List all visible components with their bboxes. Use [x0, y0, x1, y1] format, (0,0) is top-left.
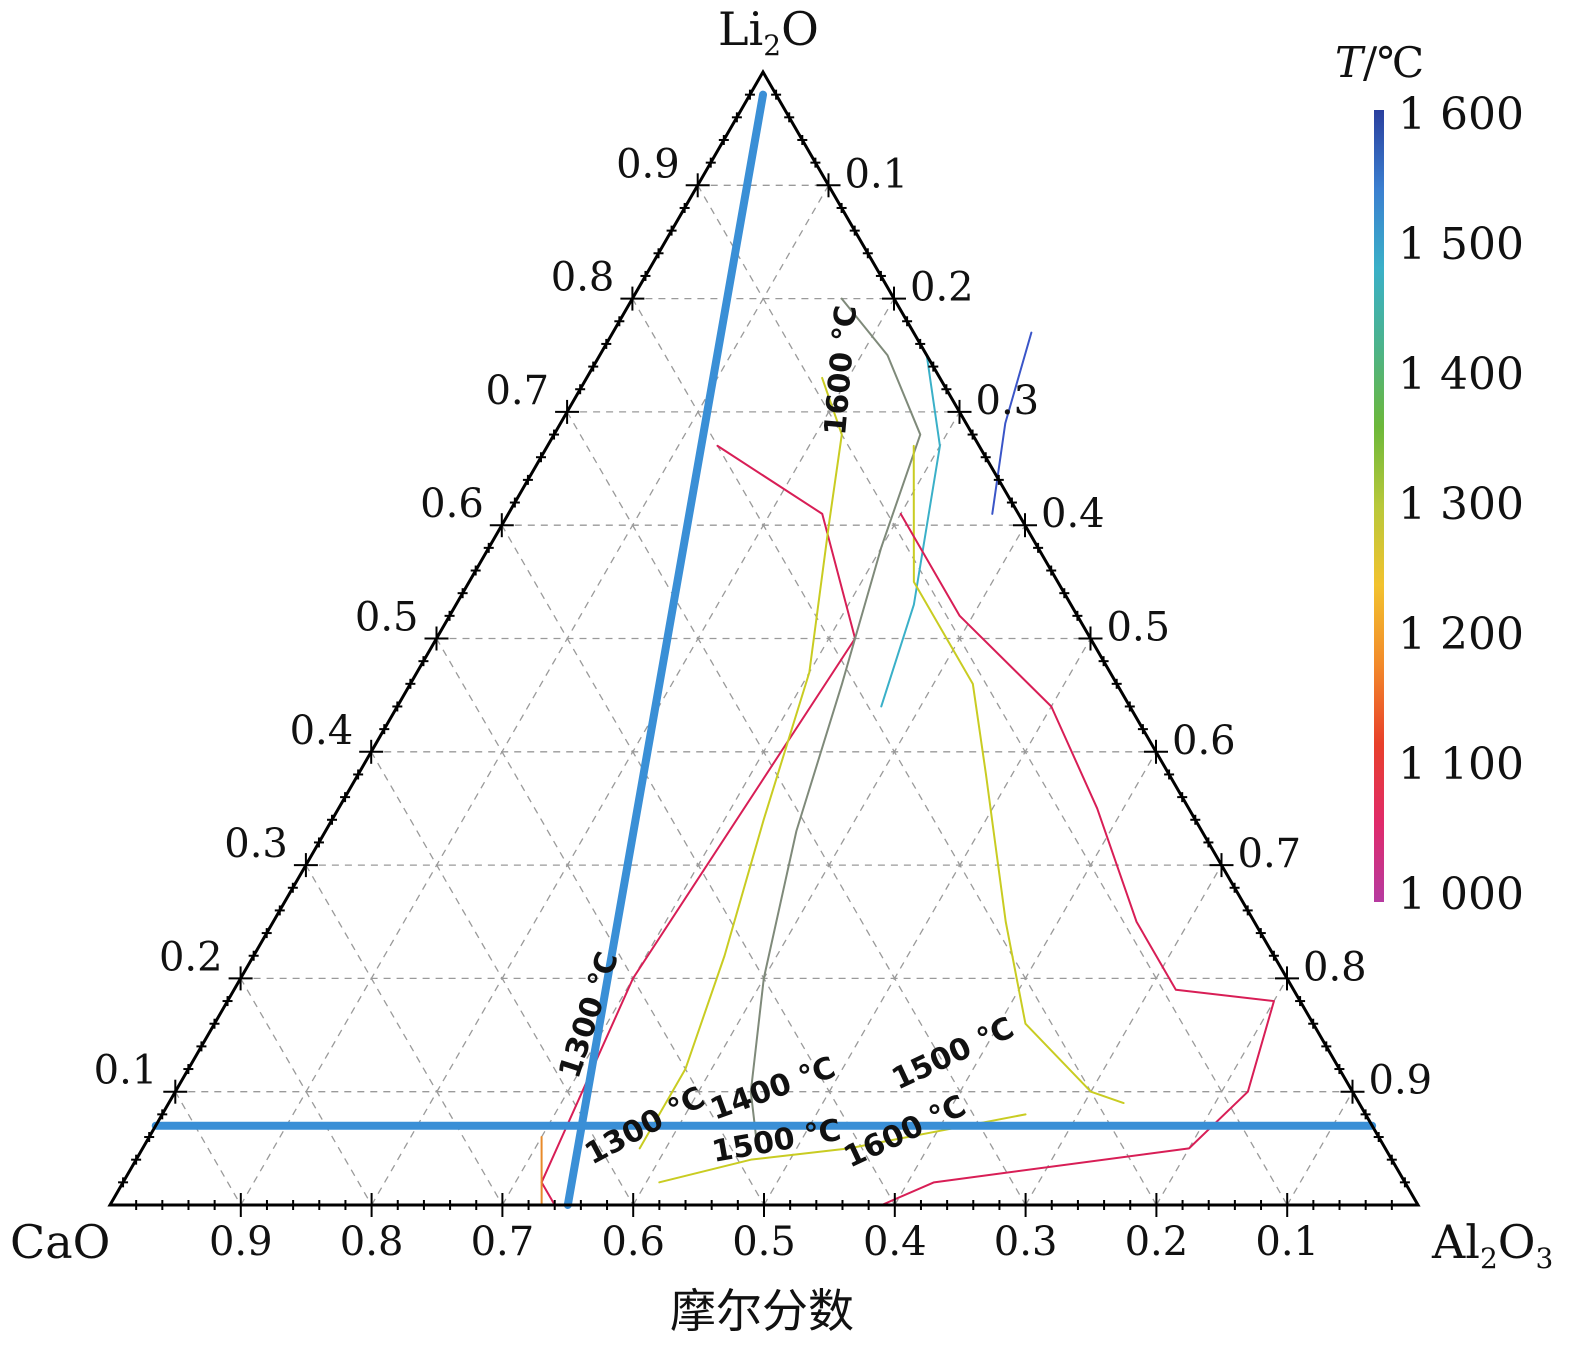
contour-line-1600 — [991, 331, 1033, 515]
overlay-lines — [151, 90, 1377, 1209]
left-tick-label: 0.5 — [355, 595, 419, 641]
left-tick-label: 0.9 — [616, 141, 680, 187]
right-tick-label: 0.8 — [1303, 944, 1367, 990]
grid-line — [435, 638, 765, 1206]
contour-label-4: 1500 ℃ — [887, 1010, 1020, 1097]
contour-label-6: 1300 ℃ — [552, 948, 626, 1083]
left-tick-label: 0.3 — [224, 821, 288, 867]
bottom-tick-label: 0.5 — [732, 1219, 796, 1265]
colorbar-title: T/℃ — [1335, 38, 1424, 87]
contour-label-5: 1600 ℃ — [839, 1088, 972, 1175]
tick-labels: 0.1 0.2 0.3 0.4 0.5 0.6 0.7 0.8 0.9 0.1 0.2 0.3 0.4 0… — [94, 141, 1432, 1265]
bottom-tick-label: 0.8 — [340, 1219, 404, 1265]
colorbar — [1374, 110, 1384, 902]
left-tick-label: 0.8 — [551, 255, 615, 301]
grid-line — [174, 1091, 242, 1206]
right-tick-label: 0.6 — [1172, 718, 1236, 764]
contour-line-1300 — [638, 376, 843, 1150]
bottom-tick-label: 0.7 — [471, 1219, 535, 1265]
left-tick-label: 0.2 — [159, 934, 223, 980]
axis-title: 摩尔分数 — [670, 1284, 854, 1338]
right-tick-label: 0.2 — [910, 265, 974, 311]
colorbar-tick-label: 1 200 — [1398, 609, 1524, 660]
bottom-tick-label: 0.3 — [994, 1219, 1058, 1265]
grid-line — [305, 864, 503, 1206]
colorbar-tick-label: 1 500 — [1398, 219, 1524, 270]
grid-line — [240, 184, 830, 1206]
grid-lines — [174, 184, 1354, 1206]
contour-labels: 1300 ℃ 1400 ℃ 1500 ℃ 1500 ℃ 1600 ℃ 1300 … — [552, 304, 1019, 1175]
vertex-top-label: Li2O — [718, 2, 819, 62]
bottom-tick-label: 0.9 — [209, 1219, 273, 1265]
grid-line — [1025, 864, 1223, 1206]
right-tick-label: 0.3 — [976, 378, 1040, 424]
contour-line-1100 — [540, 444, 857, 1206]
right-tick-label: 0.7 — [1238, 831, 1302, 877]
grid-line — [894, 751, 1157, 1206]
contour-label-7: 1600 ℃ — [818, 304, 864, 437]
right-tick-label: 0.9 — [1369, 1058, 1433, 1104]
vertex-left-label: CaO — [10, 1215, 110, 1269]
bottom-tick-label: 0.4 — [863, 1219, 927, 1265]
left-tick-label: 0.1 — [94, 1048, 158, 1094]
right-tick-label: 0.4 — [1041, 491, 1105, 537]
contour-line-1100 — [880, 512, 1275, 1206]
bottom-tick-label: 0.6 — [601, 1219, 665, 1265]
left-tick-label: 0.6 — [420, 481, 484, 527]
colorbar-tick-label: 1 100 — [1398, 739, 1524, 790]
right-tick-label: 0.1 — [845, 151, 909, 197]
grid-line — [240, 978, 373, 1206]
grid-line — [501, 411, 961, 1206]
grid-line — [763, 638, 1092, 1206]
grid-line — [566, 411, 1027, 1206]
colorbar-tick-label: 1 600 — [1398, 89, 1524, 140]
temperature-contours — [540, 297, 1275, 1206]
contour-line-1500 — [880, 354, 941, 708]
colorbar-tick-label: 1 000 — [1398, 869, 1524, 920]
left-tick-label: 0.7 — [485, 368, 549, 414]
grid-line — [1286, 1091, 1354, 1206]
bottom-tick-label: 0.1 — [1255, 1219, 1319, 1265]
grid-line — [1155, 978, 1288, 1206]
right-tick-label: 0.5 — [1107, 605, 1171, 651]
left-tick-label: 0.4 — [290, 708, 354, 754]
contour-line-1300 — [912, 444, 1125, 1105]
axis-ticks — [118, 89, 1410, 1217]
overlay-line — [563, 90, 768, 1209]
vertex-right-label: Al2O3 — [1431, 1215, 1553, 1275]
colorbar-ticks: 1 600 1 500 1 400 1 300 1 200 1 100 1 000 — [1398, 89, 1524, 920]
contour-line-1400 — [749, 297, 922, 1150]
colorbar-tick-label: 1 300 — [1398, 479, 1524, 530]
bottom-tick-label: 0.2 — [1125, 1219, 1189, 1265]
colorbar-tick-label: 1 400 — [1398, 349, 1524, 400]
grid-line — [370, 751, 634, 1206]
grid-line — [697, 184, 1288, 1206]
